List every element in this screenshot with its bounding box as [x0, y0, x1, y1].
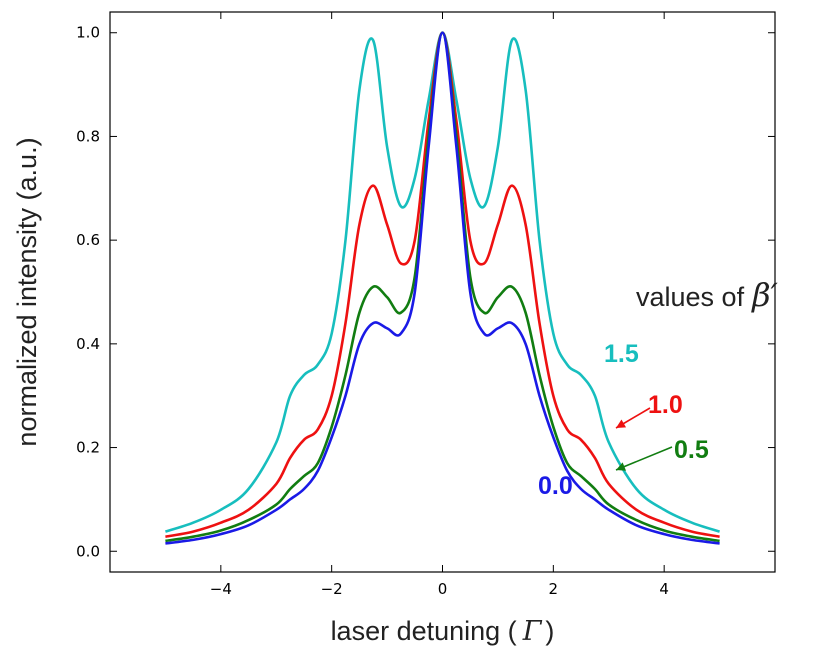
tick-labels: −4 −2 0 2 4 0.0 0.2 0.4 0.6 0.8 1.0	[76, 24, 669, 598]
y-axis-label: normalized intensity (a.u.)	[12, 137, 42, 446]
legend-title: values of β′	[636, 276, 779, 314]
x-tick-label: 4	[659, 580, 669, 598]
x-tick-label: 2	[549, 580, 559, 598]
y-tick-label: 0.4	[76, 335, 100, 353]
y-tick-label: 1.0	[76, 24, 100, 42]
annotations: 1.5 1.0 0.5 0.0	[538, 340, 709, 500]
series-label-0.0: 0.0	[538, 472, 573, 500]
series-lines	[164, 31, 721, 545]
y-tick-label: 0.0	[76, 542, 100, 560]
axis-ticks	[110, 12, 775, 572]
series-label-1.0: 1.0	[648, 391, 683, 419]
series-line-0.0	[165, 31, 720, 545]
x-tick-label: −2	[321, 580, 343, 598]
annotation-arrowhead	[616, 462, 627, 471]
series-label-1.5: 1.5	[604, 340, 639, 368]
y-tick-label: 0.2	[76, 439, 100, 457]
x-axis-label: laser detuning (Γ)	[331, 616, 555, 647]
x-tick-label: −4	[210, 580, 232, 598]
y-tick-label: 0.8	[76, 127, 100, 145]
x-tick-label: 0	[438, 580, 448, 598]
series-label-0.5: 0.5	[674, 436, 709, 464]
annotation-arrowhead	[616, 419, 627, 428]
y-tick-label: 0.6	[76, 231, 100, 249]
annotation-arrow	[615, 446, 673, 471]
